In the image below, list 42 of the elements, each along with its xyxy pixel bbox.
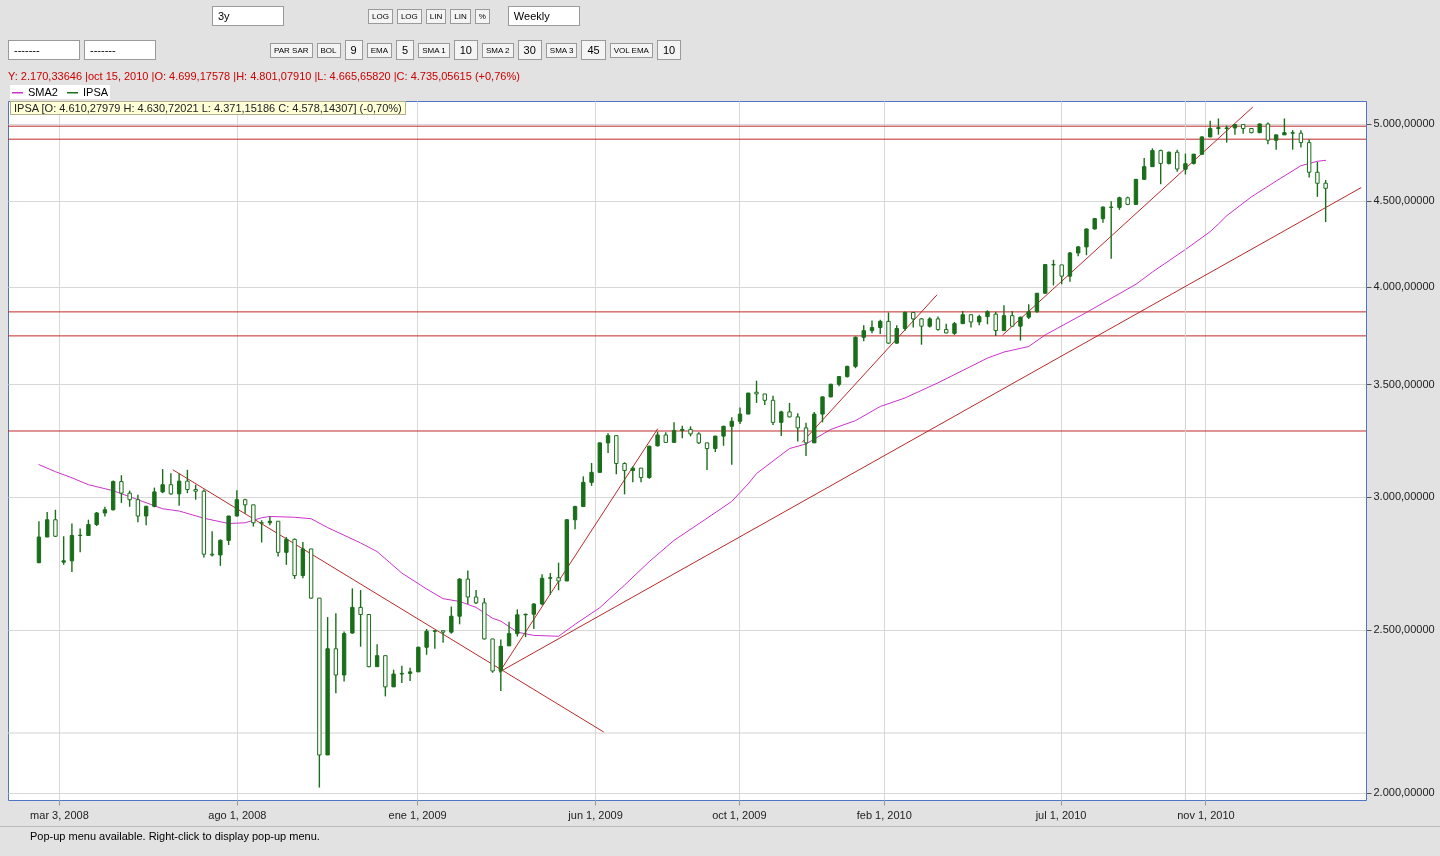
x-tick-label: oct 1, 2009 bbox=[712, 808, 767, 821]
text: 10 bbox=[656, 40, 682, 60]
y-tick-label: 4.500,00000 bbox=[1373, 194, 1435, 207]
text: 9 bbox=[344, 40, 363, 60]
text: 5 bbox=[396, 40, 415, 60]
text: SMA 1 bbox=[418, 42, 450, 58]
text: EMA bbox=[366, 42, 393, 58]
text: Pop-up menu available. Right-click to display pop-up menu. bbox=[0, 826, 1440, 844]
text: ------- bbox=[84, 40, 156, 60]
text: 10 bbox=[453, 40, 478, 60]
legend-label: SMA2 bbox=[28, 85, 58, 98]
text: BOL bbox=[316, 42, 341, 58]
text: Weekly bbox=[507, 6, 580, 26]
text: LOG bbox=[368, 8, 393, 24]
annotation: IPSA [O: 4.610,27979 H: 4.630,72021 L: 4.371,15186 C: 4.578,14307] (-0,70%) bbox=[10, 101, 406, 115]
text: Y: 2.170,33646 |oct 15, 2010 |O: 4.699,17578 |H: 4.801,07910 |L: 4.665,65820 |C: 4.735,05615 (+0,76%) bbox=[8, 70, 520, 82]
text: SMA 2 bbox=[481, 42, 514, 58]
x-tick-label: jun 1, 2009 bbox=[567, 808, 623, 821]
y-tick-label: 5.000,00000 bbox=[1373, 117, 1435, 130]
text: % bbox=[474, 8, 490, 24]
text: 45 bbox=[581, 40, 606, 60]
y-tick-label: 4.000,00000 bbox=[1373, 280, 1435, 293]
text: ------- bbox=[8, 40, 80, 60]
x-tick-label: jul 1, 2010 bbox=[1034, 808, 1087, 821]
x-tick-label: nov 1, 2010 bbox=[1177, 808, 1235, 821]
x-tick-label: ago 1, 2008 bbox=[208, 808, 267, 821]
text: LIN bbox=[450, 8, 471, 24]
text: LOG bbox=[396, 8, 422, 24]
y-tick-label: 2.500,00000 bbox=[1373, 623, 1435, 636]
y-tick-label: 3.000,00000 bbox=[1373, 490, 1435, 503]
text: SMA 3 bbox=[545, 42, 578, 58]
y-tick-label: 3.500,00000 bbox=[1373, 377, 1435, 390]
text: PAR SAR bbox=[270, 42, 313, 58]
y-tick-label: 2.000,00000 bbox=[1373, 786, 1435, 799]
text: 3y bbox=[212, 6, 284, 26]
text: LIN bbox=[425, 8, 447, 24]
x-tick-label: feb 1, 2010 bbox=[856, 808, 912, 821]
text: VOL EMA bbox=[609, 42, 653, 58]
x-tick-label: mar 3, 2008 bbox=[30, 808, 89, 821]
legend-label: IPSA bbox=[83, 85, 109, 98]
x-tick-label: ene 1, 2009 bbox=[388, 808, 447, 821]
text: 30 bbox=[517, 40, 542, 60]
